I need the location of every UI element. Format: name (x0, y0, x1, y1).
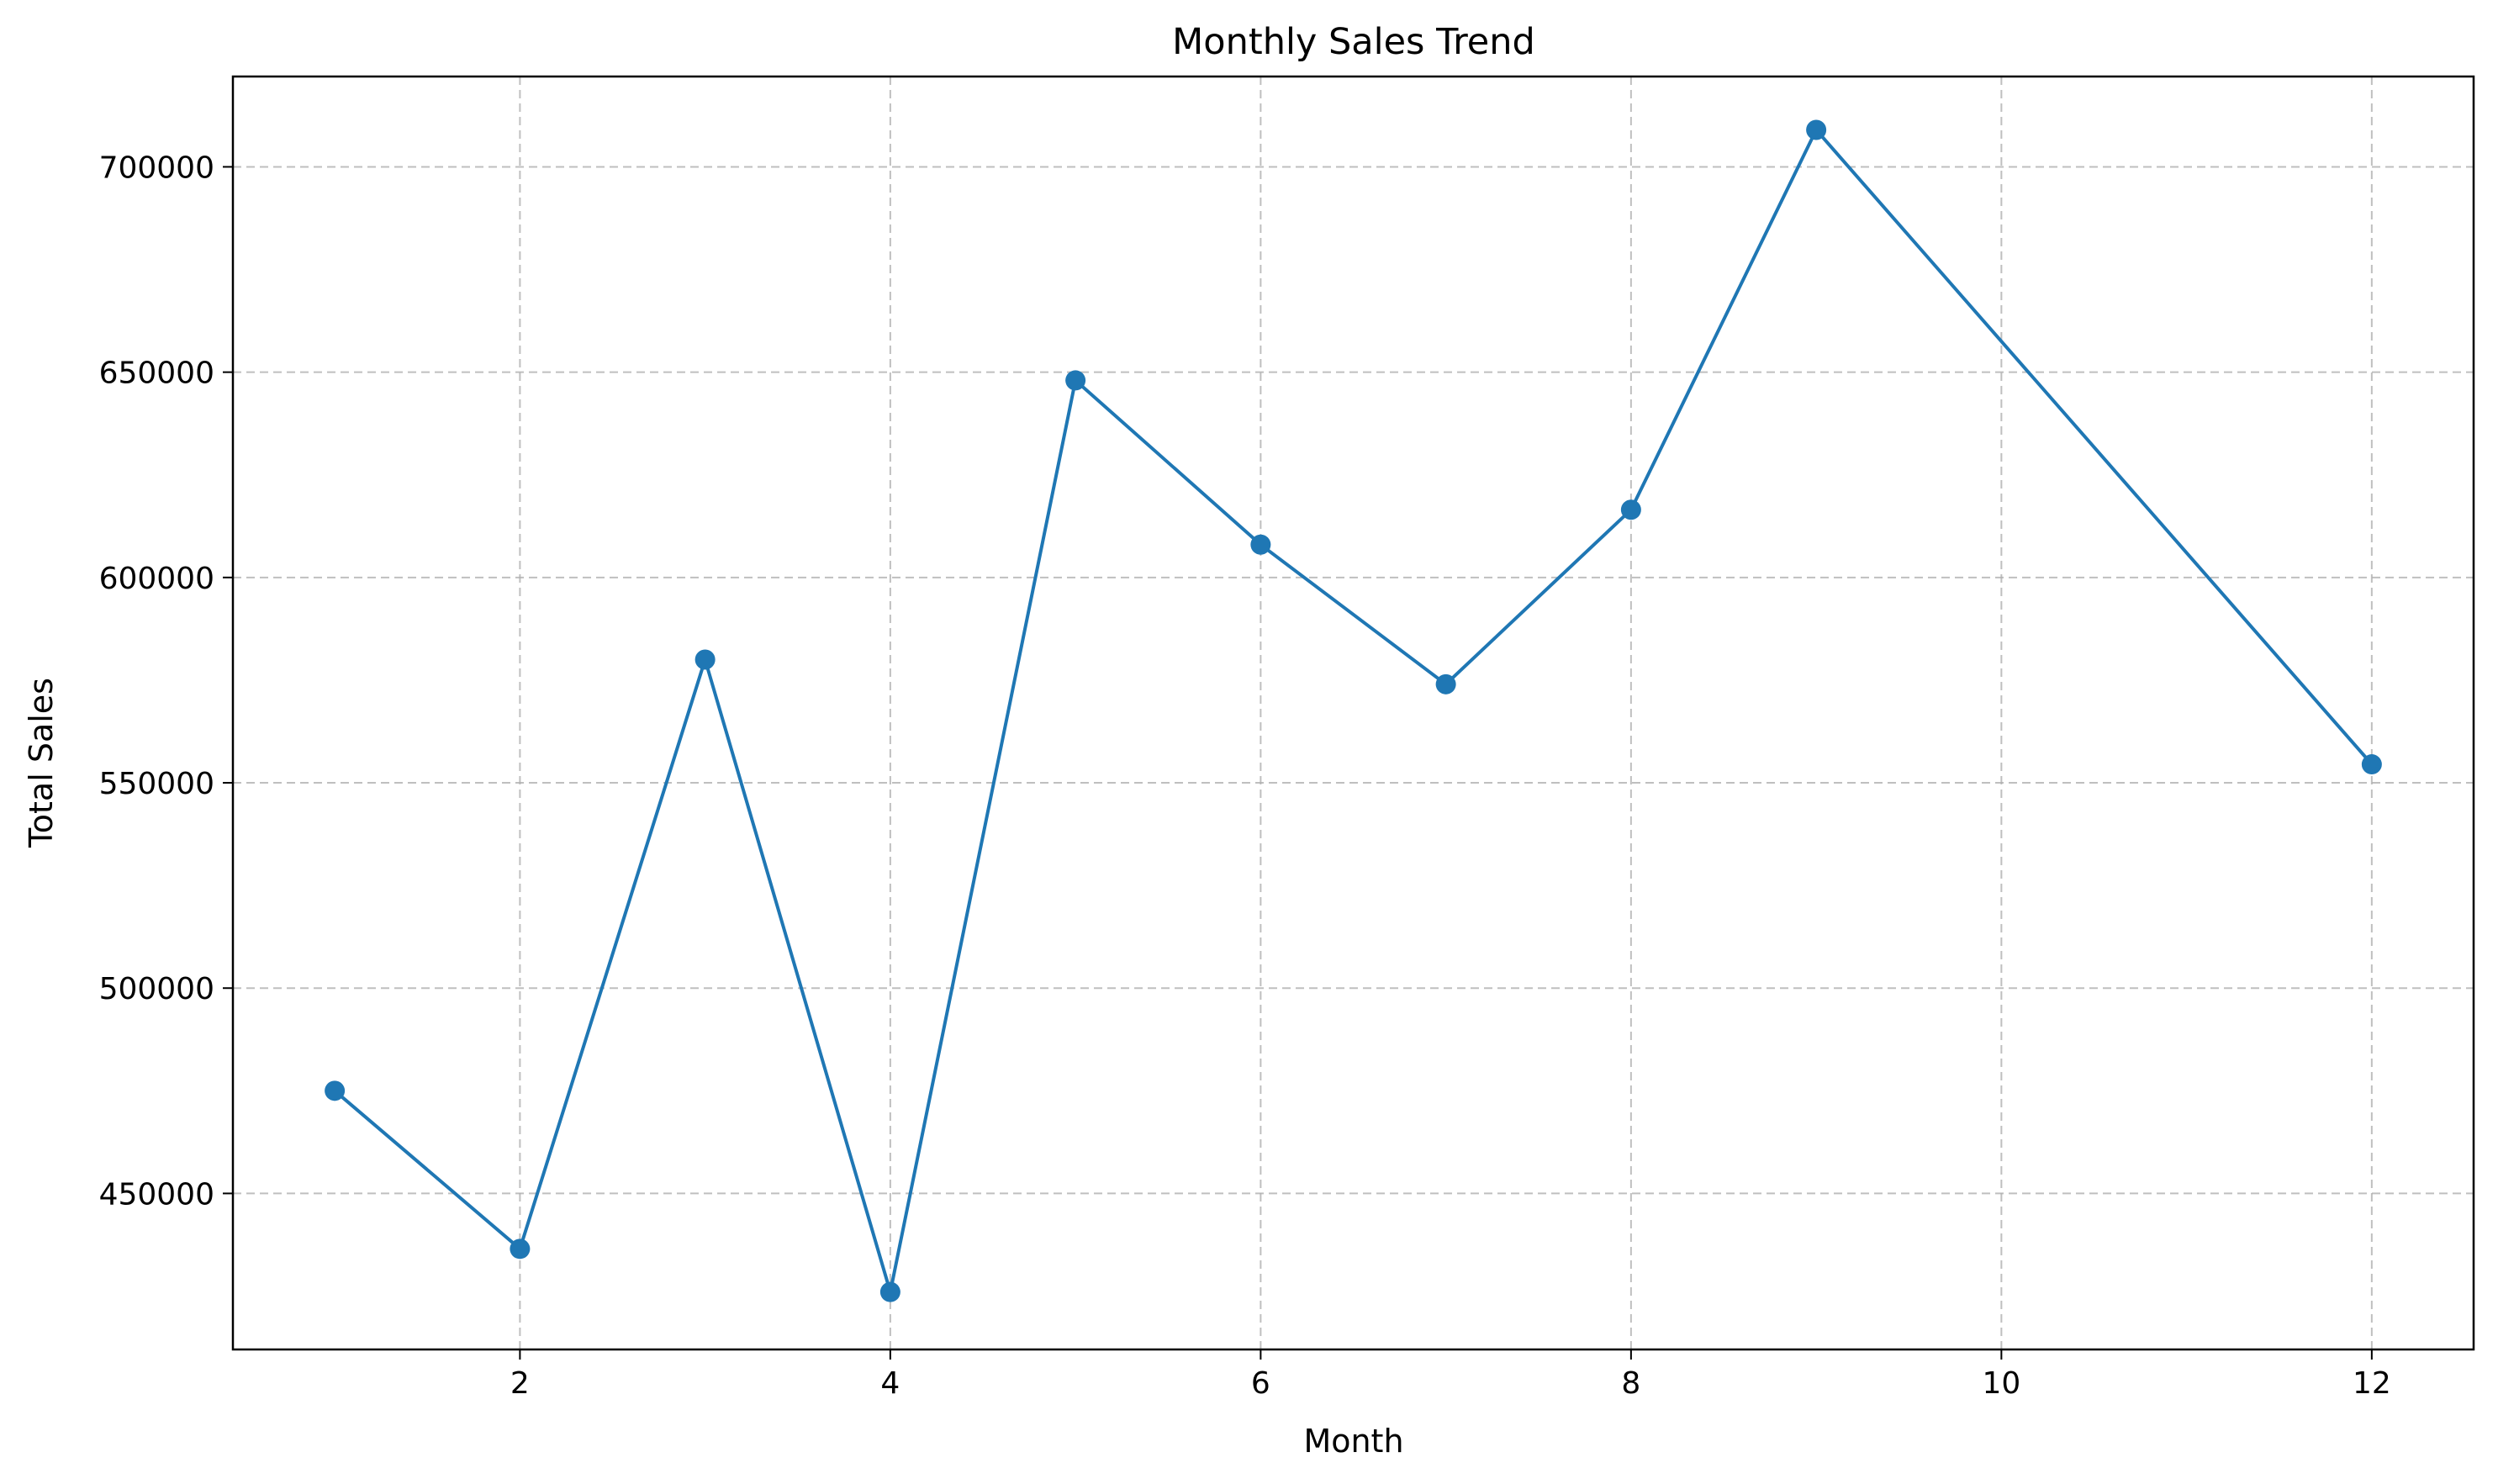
x-tick-label: 8 (1621, 1366, 1640, 1401)
data-point (1250, 534, 1271, 555)
data-point (510, 1238, 531, 1260)
y-tick-label: 500000 (99, 972, 214, 1006)
plot-frame (231, 75, 2475, 1351)
grid-lines (233, 77, 2474, 1349)
data-point (2361, 754, 2382, 775)
y-tick-label: 600000 (99, 562, 214, 596)
data-point (1065, 370, 1086, 391)
x-axis-ticks: 2 4 6 8 10 12 (510, 1349, 2391, 1401)
x-tick-label: 2 (510, 1366, 530, 1401)
chart-title: Monthly Sales Trend (1172, 21, 1535, 63)
data-point (325, 1080, 346, 1101)
y-axis-ticks: 450000 500000 550000 600000 650000 700000 (99, 151, 233, 1212)
x-tick-label: 6 (1251, 1366, 1270, 1401)
x-tick-label: 4 (880, 1366, 900, 1401)
y-tick-label: 550000 (99, 767, 214, 801)
y-tick-label: 650000 (99, 356, 214, 391)
series-group (325, 119, 2382, 1302)
data-point (879, 1281, 900, 1302)
series-line (333, 128, 2374, 1294)
x-axis-label: Month (1303, 1423, 1403, 1460)
data-point (1435, 673, 1456, 694)
x-tick-label: 10 (1982, 1366, 2020, 1401)
x-tick-label: 12 (2353, 1366, 2391, 1401)
y-tick-label: 700000 (99, 151, 214, 185)
y-axis-label: Total Sales (23, 678, 60, 848)
data-point (1806, 119, 1827, 140)
y-tick-label: 450000 (99, 1177, 214, 1212)
data-point (1620, 499, 1641, 520)
data-point (694, 649, 716, 670)
